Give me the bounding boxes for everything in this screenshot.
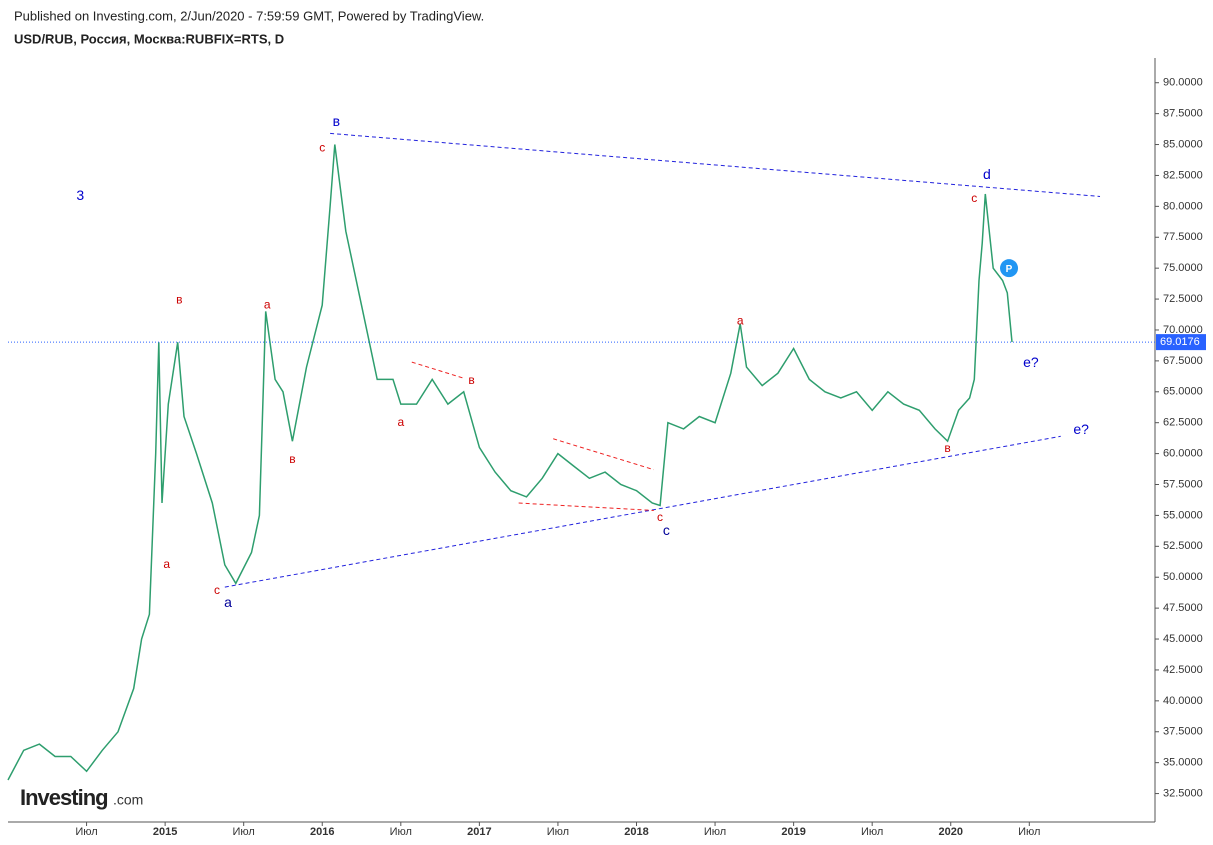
y-tick-label: 57.5000 [1163, 478, 1203, 490]
wave-label: 3 [76, 187, 84, 203]
wave-label: a [224, 594, 232, 610]
wave-label: c [657, 510, 663, 524]
wave-label: в [333, 113, 340, 129]
y-tick-label: 52.5000 [1163, 540, 1203, 552]
x-tick-label: 2017 [467, 826, 491, 838]
y-tick-label: 40.0000 [1163, 695, 1203, 707]
x-tick-label: 2016 [310, 826, 334, 838]
last-price-box [1156, 334, 1206, 351]
logo-brand: Investing [20, 785, 108, 810]
logo-suffix: .com [113, 792, 143, 808]
y-tick-label: 82.5000 [1163, 169, 1203, 181]
y-tick-label: 72.5000 [1163, 293, 1203, 305]
wave-label: c [319, 140, 325, 154]
y-tick-label: 32.5000 [1163, 787, 1203, 799]
trend-line [330, 132, 1101, 197]
wave-label: a [264, 297, 271, 311]
y-tick-label: 55.0000 [1163, 509, 1203, 521]
symbol-title: USD/RUB, Россия, Москва:RUBFIX=RTS, D [14, 31, 284, 46]
y-tick-label: 60.0000 [1163, 448, 1203, 460]
badge [1000, 259, 1019, 278]
trend-line [411, 361, 464, 379]
y-tick-label: 42.5000 [1163, 664, 1203, 676]
price-line [7, 144, 1013, 781]
wave-label: e? [1023, 354, 1039, 370]
trend-line [224, 435, 1061, 588]
x-tick-label: Июл [861, 826, 883, 838]
x-tick-label: Июл [704, 826, 726, 838]
x-tick-label: 2019 [781, 826, 805, 838]
y-tick-label: 65.0000 [1163, 386, 1203, 398]
y-tick-label: 80.0000 [1163, 200, 1203, 212]
x-tick-label: 2018 [624, 826, 648, 838]
y-tick-label: 75.0000 [1163, 262, 1203, 274]
y-tick-label: 90.0000 [1163, 77, 1203, 89]
y-tick-label: 70.0000 [1163, 324, 1203, 336]
x-tick-label: Июл [1018, 826, 1040, 838]
x-tick-label: Июл [75, 826, 97, 838]
wave-label: c [971, 191, 977, 205]
trend-line [518, 502, 654, 511]
wave-label: a [397, 415, 404, 429]
y-tick-label: 37.5000 [1163, 726, 1203, 738]
wave-label: e? [1073, 421, 1089, 437]
y-tick-label: 35.0000 [1163, 757, 1203, 769]
logo: Investing .com [20, 785, 143, 810]
wave-label: в [944, 441, 950, 455]
y-tick-label: 47.5000 [1163, 602, 1203, 614]
x-tick-label: 2020 [938, 826, 962, 838]
x-tick-label: Июл [233, 826, 255, 838]
x-tick-label: Июл [547, 826, 569, 838]
wave-label: a [737, 313, 744, 327]
y-tick-label: 62.5000 [1163, 417, 1203, 429]
x-tick-label: 2015 [153, 826, 177, 838]
x-tick-label: Июл [390, 826, 412, 838]
y-tick-label: 85.0000 [1163, 138, 1203, 150]
wave-label: d [983, 166, 991, 182]
last-price-label: 69.0176 [1160, 336, 1200, 348]
y-tick-label: 45.0000 [1163, 633, 1203, 645]
y-tick-label: 50.0000 [1163, 571, 1203, 583]
wave-label: в [289, 452, 295, 466]
trend-line [553, 438, 654, 471]
wave-label: c [214, 583, 220, 597]
wave-label: a [163, 557, 170, 571]
wave-label: в [176, 292, 182, 306]
wave-label: c [663, 522, 670, 538]
published-line: Published on Investing.com, 2/Jun/2020 -… [14, 8, 484, 23]
y-tick-label: 67.5000 [1163, 355, 1203, 367]
y-tick-label: 87.5000 [1163, 108, 1203, 120]
wave-label: в [468, 373, 474, 387]
badge-label: P [1006, 264, 1013, 275]
y-tick-label: 77.5000 [1163, 231, 1203, 243]
